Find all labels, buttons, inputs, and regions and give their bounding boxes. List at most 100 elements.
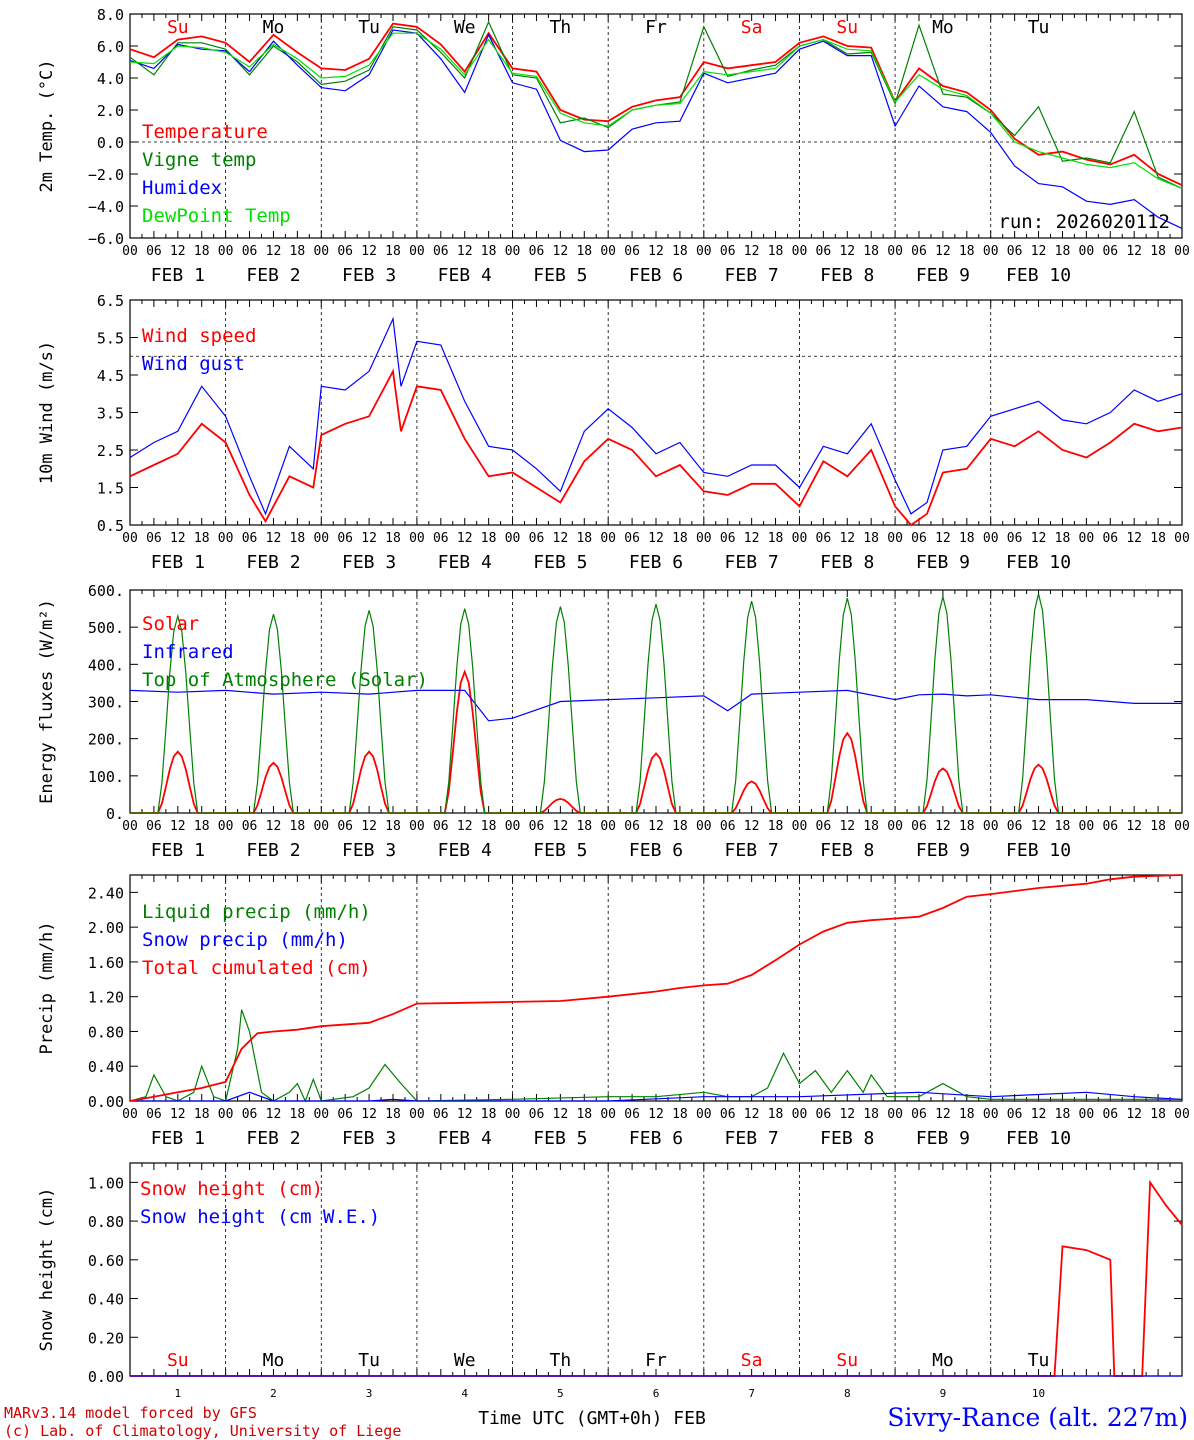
date-label: FEB 3 (342, 1128, 396, 1149)
weekday-label: Fr (645, 17, 667, 38)
hour-tick-label: 06 (720, 1107, 736, 1122)
y-tick-label: 500. (88, 619, 124, 637)
hour-tick-label: 06 (816, 819, 832, 834)
hour-tick-label: 12 (648, 819, 664, 834)
weekday-label: Sa (741, 17, 763, 38)
hour-tick-label: 12 (361, 244, 377, 259)
day-number-label: 8 (844, 1387, 851, 1400)
legend-entry: Humidex (142, 177, 222, 199)
hour-tick-label: 06 (433, 244, 449, 259)
y-tick-label: 5.5 (97, 330, 124, 348)
hour-tick-label: 12 (935, 244, 951, 259)
y-axis-title: 10m Wind (m/s) (37, 341, 57, 484)
legend-entry: Total cumulated (cm) (142, 957, 371, 979)
date-label: FEB 5 (533, 840, 587, 861)
legend-entry: DewPoint Temp (142, 205, 291, 227)
date-label: FEB 8 (820, 552, 874, 573)
hour-tick-label: 12 (1031, 819, 1047, 834)
y-axis-title: Energy fluxes (W/m²) (37, 599, 57, 804)
hour-tick-label: 18 (768, 531, 784, 546)
date-label: FEB 10 (1006, 1128, 1071, 1149)
y-tick-label: 2.40 (88, 884, 124, 902)
hour-tick-label: 12 (553, 819, 569, 834)
hour-tick-label: 18 (385, 531, 401, 546)
model-credit: MARv3.14 model forced by GFS (4, 1404, 257, 1422)
y-tick-label: 8.0 (97, 6, 124, 24)
day-number-label: 2 (270, 1387, 277, 1400)
hour-tick-label: 12 (744, 531, 760, 546)
hour-tick-label: 12 (553, 1107, 569, 1122)
hour-tick-label: 06 (624, 531, 640, 546)
weekday-label: Fr (645, 1350, 667, 1371)
date-label: FEB 8 (820, 840, 874, 861)
y-tick-label: 0.40 (88, 1291, 124, 1309)
hour-tick-label: 06 (146, 819, 162, 834)
hour-tick-label: 18 (481, 531, 497, 546)
y-tick-label: 0.80 (88, 1023, 124, 1041)
y-tick-label: 2.5 (97, 442, 124, 460)
hour-tick-label: 00 (887, 244, 903, 259)
hour-tick-label: 00 (505, 244, 521, 259)
series-line (129, 1009, 1182, 1103)
weekday-label: Tu (358, 1350, 380, 1371)
hour-tick-label: 12 (935, 1107, 951, 1122)
y-tick-label: 6.0 (97, 38, 124, 56)
hour-tick-label: 06 (433, 1107, 449, 1122)
hour-tick-label: 06 (242, 244, 258, 259)
date-label: FEB 2 (246, 265, 300, 286)
hour-tick-label: 12 (839, 1107, 855, 1122)
y-tick-label: 1.60 (88, 954, 124, 972)
hour-tick-label: 12 (935, 531, 951, 546)
date-label: FEB 3 (342, 265, 396, 286)
hour-tick-label: 12 (361, 819, 377, 834)
hour-tick-label: 06 (337, 819, 353, 834)
hour-tick-label: 06 (720, 531, 736, 546)
hour-tick-label: 18 (194, 1107, 210, 1122)
lab-credit: (c) Lab. of Climatology, University of L… (4, 1422, 401, 1440)
hour-tick-label: 12 (1031, 1107, 1047, 1122)
hour-tick-label: 00 (600, 244, 616, 259)
hour-tick-label: 06 (1007, 1107, 1023, 1122)
date-label: FEB 1 (151, 840, 205, 861)
y-tick-label: 2.0 (97, 102, 124, 120)
hour-tick-label: 06 (337, 531, 353, 546)
y-tick-label: −2.0 (88, 166, 124, 184)
weekday-label: We (454, 1350, 476, 1371)
date-label: FEB 6 (629, 552, 683, 573)
y-tick-label: 2.00 (88, 919, 124, 937)
date-label: FEB 7 (725, 840, 779, 861)
hour-tick-label: 18 (1150, 819, 1166, 834)
weekday-label: Mo (932, 17, 954, 38)
hour-tick-label: 18 (194, 531, 210, 546)
plot-frame (129, 299, 1183, 526)
y-tick-label: 0.40 (88, 1058, 124, 1076)
panel-snow: 1.00 0.80 0.60 0.40 0.20 0.00 Snow height (cm)… (37, 1162, 1183, 1400)
hour-tick-label: 12 (648, 531, 664, 546)
hour-tick-label: 18 (481, 1107, 497, 1122)
hour-tick-label: 06 (1102, 531, 1118, 546)
run-label: run: 2026020112 (998, 211, 1170, 233)
series-line (129, 368, 1183, 527)
weekday-label: Su (836, 17, 858, 38)
y-tick-label: 4.5 (97, 367, 124, 385)
date-label: FEB 10 (1006, 552, 1071, 573)
date-label: FEB 6 (629, 265, 683, 286)
day-number-label: 1 (175, 1387, 182, 1400)
hour-tick-label: 06 (911, 244, 927, 259)
hour-tick-label: 12 (1031, 531, 1047, 546)
hour-tick-label: 18 (290, 819, 306, 834)
date-label: FEB 5 (533, 265, 587, 286)
hour-tick-label: 06 (337, 244, 353, 259)
hour-tick-label: 00 (600, 819, 616, 834)
weekday-label: Th (550, 1350, 572, 1371)
hour-tick-label: 12 (744, 1107, 760, 1122)
y-tick-label: 3.5 (97, 405, 124, 423)
hour-tick-label: 12 (648, 1107, 664, 1122)
date-label: FEB 3 (342, 552, 396, 573)
hour-tick-label: 00 (600, 1107, 616, 1122)
hour-tick-label: 18 (768, 819, 784, 834)
hour-tick-label: 18 (1055, 819, 1071, 834)
hour-tick-label: 00 (218, 531, 234, 546)
hour-tick-label: 12 (266, 531, 282, 546)
